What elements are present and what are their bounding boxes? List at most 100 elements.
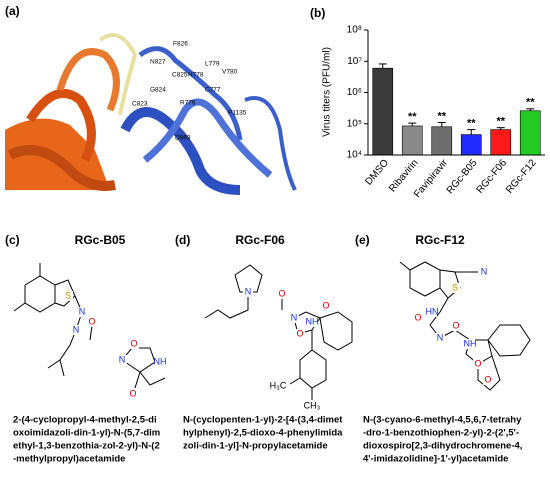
atom-label: N xyxy=(291,312,298,322)
compound-description: zoli-din-1-yl]-N-propylacetamide xyxy=(183,441,328,452)
compound-name: RGc-F12 xyxy=(415,233,465,247)
atom-label: O xyxy=(484,374,491,384)
atom-bg xyxy=(307,317,317,327)
atom-label: H₃C xyxy=(270,380,287,390)
atom-label: N xyxy=(481,266,488,276)
compound-description: 4'-imidazolidine]-1'-yl)acetamide xyxy=(363,454,508,465)
bond xyxy=(477,355,501,391)
atom-bg xyxy=(483,375,493,385)
compound-name: RGc-B05 xyxy=(75,233,126,247)
bar xyxy=(401,125,423,156)
atom-label: S xyxy=(452,282,458,292)
bond xyxy=(204,292,249,319)
residue-label: R776 xyxy=(180,100,196,107)
y-tick-label: 10⁵ xyxy=(347,118,362,129)
atom-label: S xyxy=(65,290,71,300)
atom-label: CH₃ xyxy=(304,400,321,410)
atom-label: O xyxy=(278,288,285,298)
bond xyxy=(289,377,301,385)
atom-bg xyxy=(128,389,138,399)
compound-description: -dro-1-benzothiophen-2-yl)-2-(2',5'- xyxy=(363,428,519,439)
atom-bg xyxy=(87,317,97,327)
bond xyxy=(89,325,93,341)
loop xyxy=(244,96,297,191)
significance-label: ** xyxy=(408,111,417,123)
atom-label: O xyxy=(88,316,95,326)
bond xyxy=(139,371,166,386)
y-axis-label: Virus titers (PFU/ml) xyxy=(322,47,333,137)
bond xyxy=(234,264,263,293)
atom-label: O xyxy=(129,388,136,398)
structure-d xyxy=(204,264,353,400)
y-tick-label: 10⁸ xyxy=(347,25,362,36)
atom-bg xyxy=(435,333,445,343)
y-tick-label: 10⁶ xyxy=(347,87,362,98)
loop xyxy=(98,33,138,116)
atom-label: O xyxy=(414,312,421,322)
compound-description: 2-(4-cyclopropyl-4-methyl-2,5-di xyxy=(13,415,157,426)
sheet xyxy=(142,98,273,178)
atom-bg xyxy=(295,329,305,339)
compound-description: oxoimidazoli-din-1-yl)-N-(5,7-dim xyxy=(13,428,160,439)
atom-bg xyxy=(427,307,437,317)
structure-c xyxy=(13,263,166,389)
bar xyxy=(460,134,482,156)
atom-label: NH xyxy=(306,316,319,326)
residue-label: L779 xyxy=(205,61,220,68)
bond xyxy=(429,297,449,339)
atom-bg xyxy=(277,289,287,299)
atom-bg xyxy=(155,357,165,367)
bond xyxy=(487,324,531,357)
bond xyxy=(121,347,156,373)
bond xyxy=(13,302,26,312)
atom-bg xyxy=(451,321,461,331)
atom-label: O xyxy=(322,300,329,310)
bar xyxy=(490,129,512,156)
atom-bg xyxy=(465,339,475,349)
y-tick-label: 10⁴ xyxy=(347,150,362,161)
x-tick-label: DMSO xyxy=(363,157,391,187)
bond xyxy=(439,329,493,365)
residue-label: P1135 xyxy=(228,110,247,117)
atom-label: O xyxy=(474,358,481,368)
atom-bg xyxy=(243,287,253,297)
protein-cartoon xyxy=(5,33,297,195)
atom-label: O xyxy=(130,338,137,348)
bond xyxy=(299,330,327,389)
compound-description: hylphenyl)-2,5-dioxo-4-phenylimida xyxy=(183,428,343,439)
helix xyxy=(26,88,96,163)
compound-description: ethyl-1,3-benzothia-zol-2-yl)-N-(2 xyxy=(13,441,160,452)
bond xyxy=(134,371,141,389)
residue-label: G824 xyxy=(150,87,166,94)
residue-label: C823 xyxy=(132,101,148,108)
residue-label: H778 xyxy=(188,72,204,79)
bond xyxy=(47,359,61,369)
residue-label: F826 xyxy=(173,41,188,48)
compound-name: RGc-F06 xyxy=(235,233,285,247)
bond xyxy=(399,261,411,271)
bond xyxy=(319,311,353,351)
atom-label: N xyxy=(119,354,126,364)
bond xyxy=(24,275,56,313)
loop xyxy=(138,46,243,141)
atom-label: N xyxy=(79,306,86,316)
atom-bg xyxy=(71,325,81,335)
compound-description: dioxospiro[2,3-dihydrochromene-4, xyxy=(363,441,522,452)
atom-bg xyxy=(307,401,317,411)
structure-e xyxy=(399,261,531,391)
bar xyxy=(519,110,541,156)
atom-label: N xyxy=(437,332,444,342)
atom-label: NH xyxy=(154,356,167,366)
atom-bg xyxy=(413,313,423,323)
panel-label: (d) xyxy=(175,233,190,247)
atom-label: NH xyxy=(464,338,477,348)
bar xyxy=(431,126,453,156)
atom-label: N xyxy=(245,286,252,296)
atom-bg xyxy=(77,307,87,317)
significance-label: ** xyxy=(437,110,446,122)
residue-label: V780 xyxy=(222,69,238,76)
atom-label: N xyxy=(73,324,80,334)
helix xyxy=(7,145,116,191)
atom-label: O xyxy=(452,320,459,330)
atom-bg xyxy=(321,301,331,311)
